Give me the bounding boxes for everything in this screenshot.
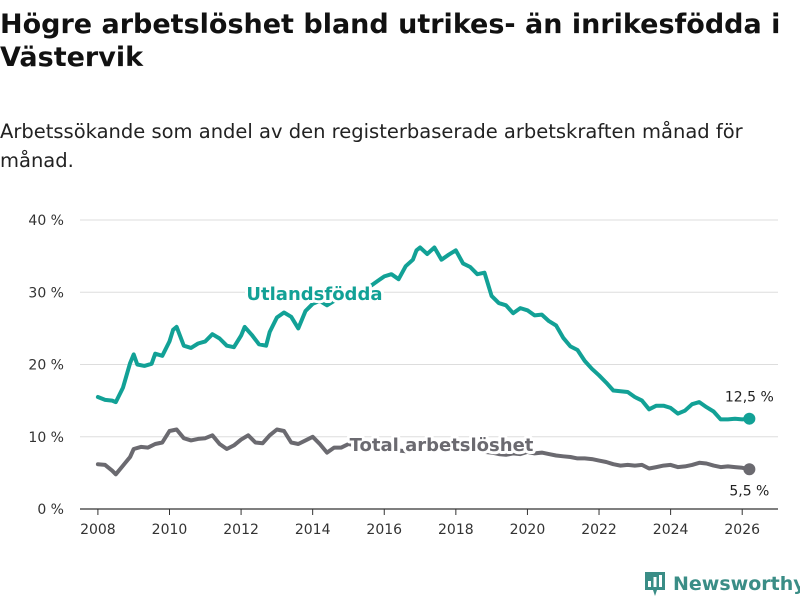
x-tick-label: 2014 — [295, 522, 331, 538]
x-tick-label: 2026 — [724, 522, 760, 538]
newsworthy-icon — [645, 572, 665, 596]
series-name-label: Utlandsfödda — [246, 284, 382, 305]
x-tick-label: 2020 — [510, 522, 546, 538]
x-tick-label: 2008 — [80, 522, 116, 538]
y-tick-label: 0 % — [37, 502, 64, 518]
series-lines — [95, 245, 756, 477]
y-tick-label: 10 % — [28, 430, 64, 446]
newsworthy-logo: Newsworthy — [643, 569, 800, 599]
x-tick-label: 2010 — [152, 522, 188, 538]
y-axis-ticks: 0 % 10 % 20 % 30 % 40 % — [28, 213, 64, 518]
x-tick-label: 2018 — [438, 522, 474, 538]
series-line-total — [95, 427, 752, 477]
x-tick-label: 2024 — [653, 522, 689, 538]
series-end-dot — [743, 412, 756, 425]
series-end-dot — [743, 463, 756, 476]
gridlines — [80, 219, 778, 510]
x-tick-label: 2022 — [581, 522, 617, 538]
chart-title: Högre arbetslöshet bland utrikes- än inr… — [0, 9, 781, 73]
x-tick-label: 2012 — [223, 522, 259, 538]
y-tick-label: 30 % — [28, 285, 64, 301]
y-tick-label: 20 % — [28, 358, 64, 374]
series-line-utlandsfodda — [95, 245, 752, 422]
end-value-label: 12,5 % — [725, 390, 774, 406]
x-tick-label: 2016 — [366, 522, 402, 538]
chart-subtitle: Arbetssökande som andel av den registerb… — [0, 120, 743, 172]
series-name-label: Total arbetslöshet — [350, 435, 534, 456]
series-name-halo: Total arbetslöshet — [350, 435, 534, 456]
brand-name: Newsworthy — [673, 573, 800, 595]
x-axis-ticks: 2008 2010 2012 2014 2016 2018 2020 2022 2024 2026 — [80, 509, 760, 538]
series-name-halo: Utlandsfödda — [246, 284, 382, 305]
end-value-label: 5,5 % — [729, 483, 769, 499]
y-tick-label: 40 % — [28, 213, 64, 229]
